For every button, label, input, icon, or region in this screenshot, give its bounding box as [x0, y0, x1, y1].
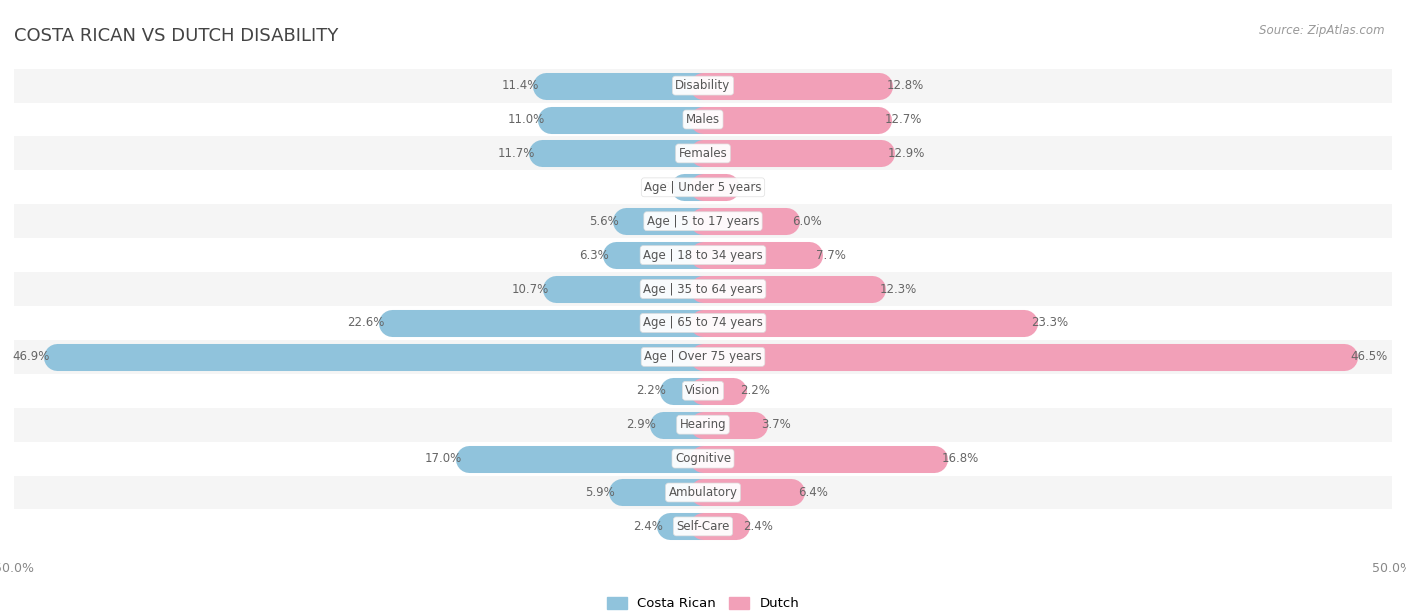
Text: 17.0%: 17.0% [425, 452, 461, 465]
Text: Source: ZipAtlas.com: Source: ZipAtlas.com [1260, 24, 1385, 37]
Bar [392, 314, 703, 332]
Text: 5.9%: 5.9% [585, 486, 614, 499]
Text: Ambulatory: Ambulatory [668, 486, 738, 499]
Text: Age | 18 to 34 years: Age | 18 to 34 years [643, 248, 763, 262]
Bar [14, 204, 1392, 238]
Bar [703, 382, 734, 400]
Text: 10.7%: 10.7% [512, 283, 548, 296]
Bar [14, 340, 1392, 374]
Bar [14, 374, 1392, 408]
Bar [703, 416, 754, 433]
Bar [626, 212, 703, 230]
Text: 2.4%: 2.4% [742, 520, 773, 533]
Text: 6.3%: 6.3% [579, 248, 609, 262]
Bar [703, 280, 873, 298]
Bar [703, 144, 880, 162]
Text: 1.7%: 1.7% [734, 181, 763, 194]
Text: COSTA RICAN VS DUTCH DISABILITY: COSTA RICAN VS DUTCH DISABILITY [14, 27, 339, 45]
Text: Vision: Vision [685, 384, 721, 397]
Bar [546, 76, 703, 94]
Bar [551, 111, 703, 129]
Text: 12.3%: 12.3% [879, 283, 917, 296]
Text: Self-Care: Self-Care [676, 520, 730, 533]
Bar [703, 179, 727, 196]
Bar [703, 450, 935, 468]
Text: Females: Females [679, 147, 727, 160]
Text: Age | 65 to 74 years: Age | 65 to 74 years [643, 316, 763, 329]
Bar [14, 476, 1392, 509]
Text: 46.5%: 46.5% [1351, 350, 1388, 364]
Bar [56, 348, 703, 366]
Bar [555, 280, 703, 298]
Bar [703, 314, 1024, 332]
Text: 22.6%: 22.6% [347, 316, 385, 329]
Text: Age | Over 75 years: Age | Over 75 years [644, 350, 762, 364]
Text: Age | 5 to 17 years: Age | 5 to 17 years [647, 215, 759, 228]
Bar [669, 518, 703, 536]
Text: 5.6%: 5.6% [589, 215, 619, 228]
Text: 6.0%: 6.0% [793, 215, 823, 228]
Bar [14, 170, 1392, 204]
Bar [14, 272, 1392, 306]
Bar [703, 111, 877, 129]
Bar [14, 509, 1392, 543]
Text: 11.0%: 11.0% [508, 113, 544, 126]
Text: 2.4%: 2.4% [633, 520, 664, 533]
Text: 12.8%: 12.8% [886, 79, 924, 92]
Bar [541, 144, 703, 162]
Bar [703, 518, 737, 536]
Text: 3.7%: 3.7% [761, 418, 790, 431]
Text: 16.8%: 16.8% [942, 452, 979, 465]
Bar [703, 76, 879, 94]
Text: 11.7%: 11.7% [498, 147, 534, 160]
Bar [703, 212, 786, 230]
Text: 2.2%: 2.2% [740, 384, 770, 397]
Bar [616, 246, 703, 264]
Legend: Costa Rican, Dutch: Costa Rican, Dutch [602, 592, 804, 612]
Text: Males: Males [686, 113, 720, 126]
Bar [664, 416, 703, 433]
Text: 46.9%: 46.9% [13, 350, 49, 364]
Text: Cognitive: Cognitive [675, 452, 731, 465]
Bar [14, 103, 1392, 136]
Text: 7.7%: 7.7% [815, 248, 846, 262]
Text: 11.4%: 11.4% [502, 79, 538, 92]
Text: Hearing: Hearing [679, 418, 727, 431]
Bar [468, 450, 703, 468]
Text: Age | 35 to 64 years: Age | 35 to 64 years [643, 283, 763, 296]
Text: 2.9%: 2.9% [626, 418, 657, 431]
Bar [14, 442, 1392, 476]
Bar [621, 483, 703, 501]
Bar [14, 69, 1392, 103]
Text: 1.4%: 1.4% [647, 181, 676, 194]
Text: 23.3%: 23.3% [1031, 316, 1069, 329]
Bar [703, 246, 808, 264]
Bar [703, 483, 792, 501]
Text: Disability: Disability [675, 79, 731, 92]
Bar [14, 238, 1392, 272]
Bar [672, 382, 703, 400]
Text: 2.2%: 2.2% [636, 384, 666, 397]
Bar [683, 179, 703, 196]
Bar [14, 136, 1392, 170]
Bar [14, 408, 1392, 442]
Text: 12.7%: 12.7% [884, 113, 922, 126]
Bar [703, 348, 1344, 366]
Text: 6.4%: 6.4% [799, 486, 828, 499]
Text: 12.9%: 12.9% [887, 147, 925, 160]
Text: Age | Under 5 years: Age | Under 5 years [644, 181, 762, 194]
Bar [14, 306, 1392, 340]
